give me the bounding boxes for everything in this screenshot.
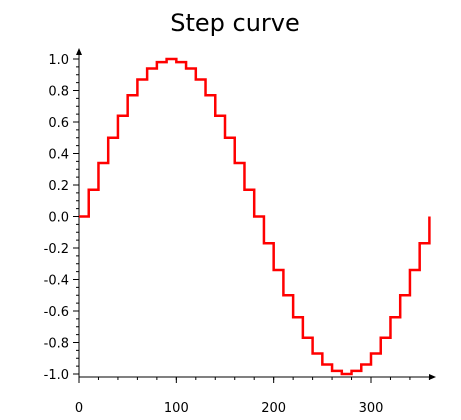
step-series-line (79, 57, 431, 376)
y-tick-label: -1.0 (44, 368, 69, 383)
x-tick-label: 100 (164, 401, 189, 416)
axes (76, 48, 436, 380)
y-tick-label: 0.2 (48, 179, 69, 194)
y-tick-label: 0.0 (48, 211, 69, 226)
y-tick-label: -0.4 (44, 274, 69, 289)
series-group (79, 57, 431, 376)
x-tick-label: 200 (261, 401, 286, 416)
x-tick-label: 300 (359, 401, 384, 416)
y-tick-label: 0.4 (48, 148, 69, 163)
y-tick-label: 0.8 (48, 85, 69, 100)
minor-ticks (76, 58, 430, 380)
y-tick-label: -0.2 (44, 242, 69, 257)
x-ticks: 0 100 200 300 (75, 377, 384, 416)
y-tick-label: -0.6 (44, 305, 69, 320)
y-tick-label: 1.0 (48, 53, 69, 68)
y-tick-label: -0.8 (44, 337, 69, 352)
x-tick-label: 0 (75, 401, 83, 416)
x-axis-arrow (429, 374, 436, 380)
y-tick-label: 0.6 (48, 116, 69, 131)
y-ticks: 1.0 0.8 0.6 0.4 0.2 0.0 -0.2 -0.4 -0.6 -0.8 -1.0 (44, 53, 79, 383)
chart-title: Step curve (170, 9, 300, 37)
y-axis-arrow (76, 48, 82, 55)
